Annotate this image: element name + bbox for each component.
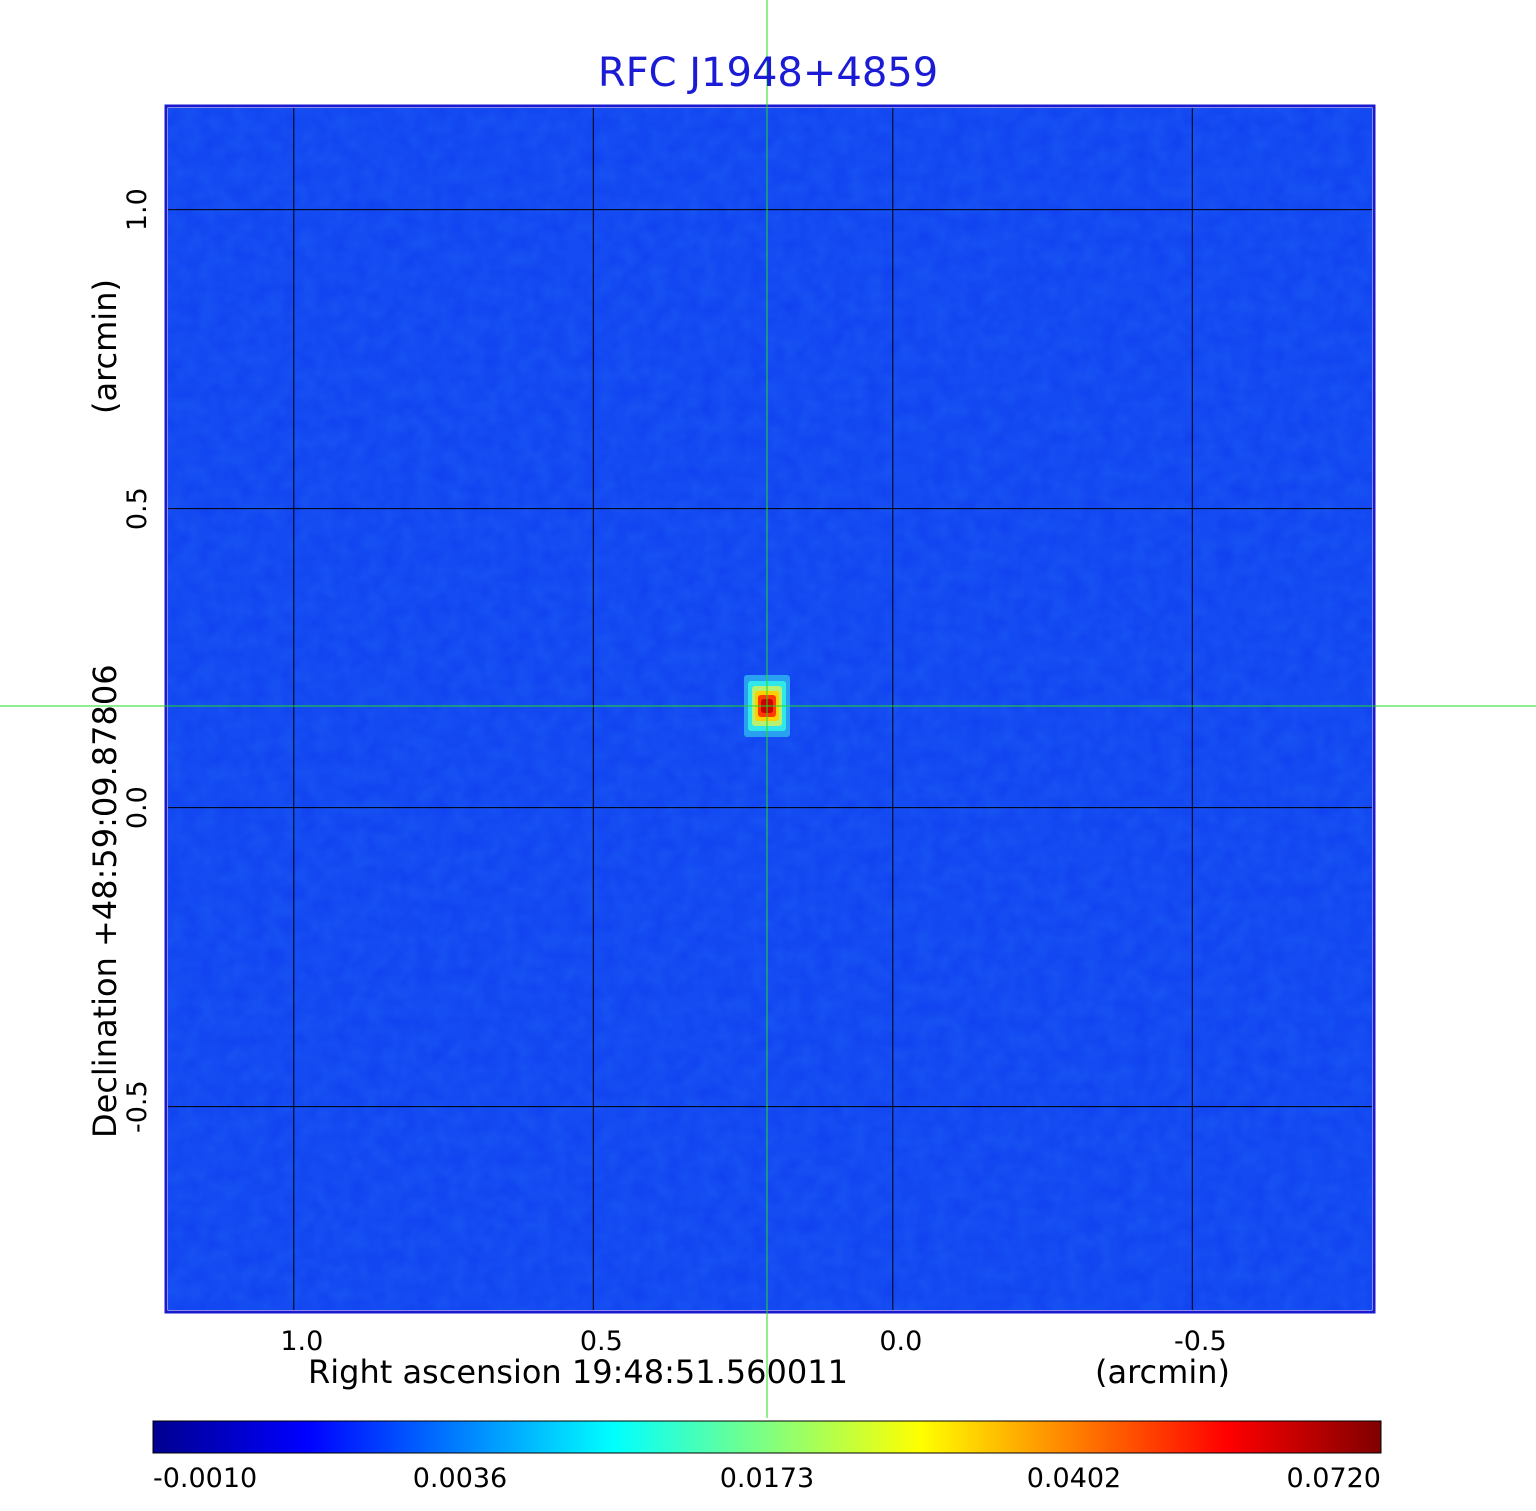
colorbar-tick-label: 0.0173 bbox=[720, 1463, 814, 1494]
x-tick-labels: 1.0 0.5 0.0 -0.5 bbox=[280, 1326, 1226, 1357]
x-tick-label: 0.0 bbox=[879, 1326, 922, 1357]
x-tick-label: 1.0 bbox=[280, 1326, 323, 1357]
y-axis-label: Declination +48:59:09.87806 bbox=[86, 664, 124, 1138]
y-tick-labels: 1.0 0.5 0.0 -0.5 bbox=[122, 188, 153, 1133]
image-area bbox=[168, 108, 1372, 1310]
y-tick-label: -0.5 bbox=[122, 1080, 153, 1133]
colorbar-tick-label: -0.0010 bbox=[153, 1463, 257, 1494]
x-tick-label: 0.5 bbox=[580, 1326, 623, 1357]
colorbar-tick-label: 0.0036 bbox=[413, 1463, 507, 1494]
colorbar-tick-label: 0.0402 bbox=[1027, 1463, 1121, 1494]
y-axis-unit: (arcmin) bbox=[86, 279, 124, 414]
chart-title: RFC J1948+4859 bbox=[598, 50, 938, 96]
y-tick-label: 0.0 bbox=[122, 786, 153, 829]
crosshair bbox=[0, 0, 1536, 1418]
grid-lines bbox=[168, 108, 1372, 1310]
x-tick-label: -0.5 bbox=[1174, 1326, 1227, 1357]
x-axis-label: Right ascension 19:48:51.560011 bbox=[308, 1353, 848, 1391]
colorbar-tick-labels: -0.0010 0.0036 0.0173 0.0402 0.0720 bbox=[153, 1463, 1381, 1494]
x-axis-unit: (arcmin) bbox=[1095, 1353, 1230, 1391]
colorbar bbox=[152, 1420, 1382, 1454]
y-tick-label: 1.0 bbox=[122, 188, 153, 231]
colorbar-tick-label: 0.0720 bbox=[1287, 1463, 1381, 1494]
y-tick-label: 0.5 bbox=[122, 487, 153, 530]
plot-frame bbox=[164, 104, 1376, 1314]
